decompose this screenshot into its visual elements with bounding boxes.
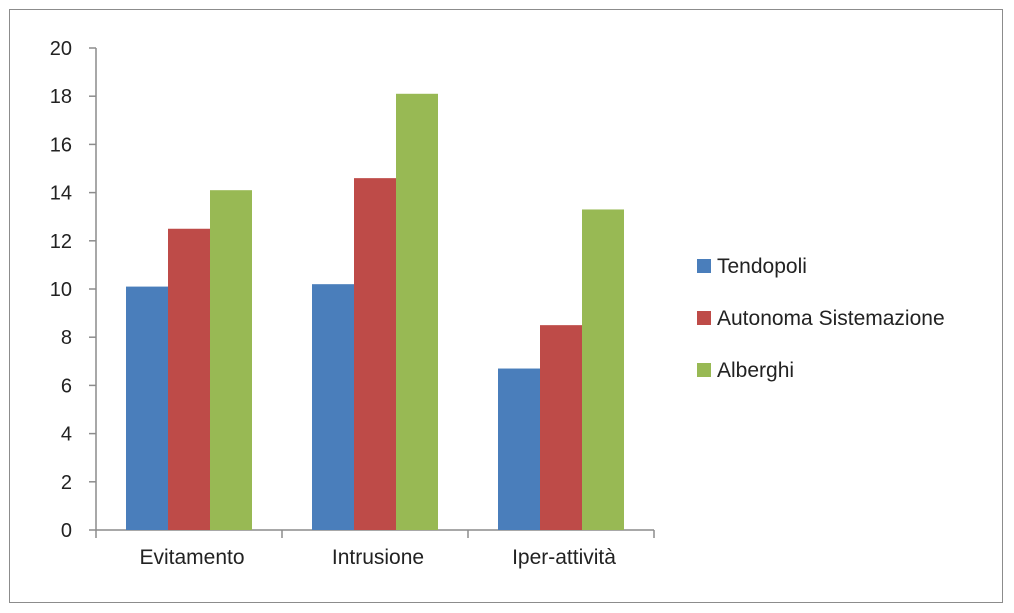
bar-tendopoli: [126, 286, 168, 530]
y-tick-label: 4: [61, 424, 72, 446]
legend-label: Autonoma Sistemazione: [717, 307, 945, 330]
chart-legend: Tendopoli Autonoma Sistemazione Alberghi: [697, 255, 945, 382]
legend-swatch: [697, 259, 711, 273]
bar-autonoma-sistemazione: [168, 228, 210, 530]
bar-alberghi: [582, 209, 624, 530]
legend-swatch: [697, 363, 711, 377]
legend-label: Tendopoli: [717, 255, 807, 278]
bar-alberghi: [396, 93, 438, 530]
y-tick-label: 20: [50, 38, 72, 60]
y-tick-label: 8: [61, 327, 72, 349]
legend-swatch: [697, 311, 711, 325]
chart-bars: [126, 93, 624, 530]
bar-autonoma-sistemazione: [354, 178, 396, 530]
y-tick-label: 18: [50, 86, 72, 108]
y-tick-label: 16: [50, 134, 72, 156]
legend-label: Alberghi: [717, 359, 794, 382]
y-tick-label: 0: [61, 520, 72, 542]
y-tick-label: 10: [50, 279, 72, 301]
bar-autonoma-sistemazione: [540, 325, 582, 530]
bar-tendopoli: [312, 284, 354, 530]
x-category-label: Evitamento: [139, 546, 244, 569]
y-tick-label: 6: [61, 375, 72, 397]
y-tick-label: 12: [50, 231, 72, 253]
bar-alberghi: [210, 190, 252, 530]
x-category-label: Intrusione: [332, 546, 424, 569]
bar-tendopoli: [498, 368, 540, 530]
x-category-label: Iper-attività: [512, 546, 616, 569]
y-tick-label: 2: [61, 472, 72, 494]
y-tick-label: 14: [50, 183, 72, 205]
